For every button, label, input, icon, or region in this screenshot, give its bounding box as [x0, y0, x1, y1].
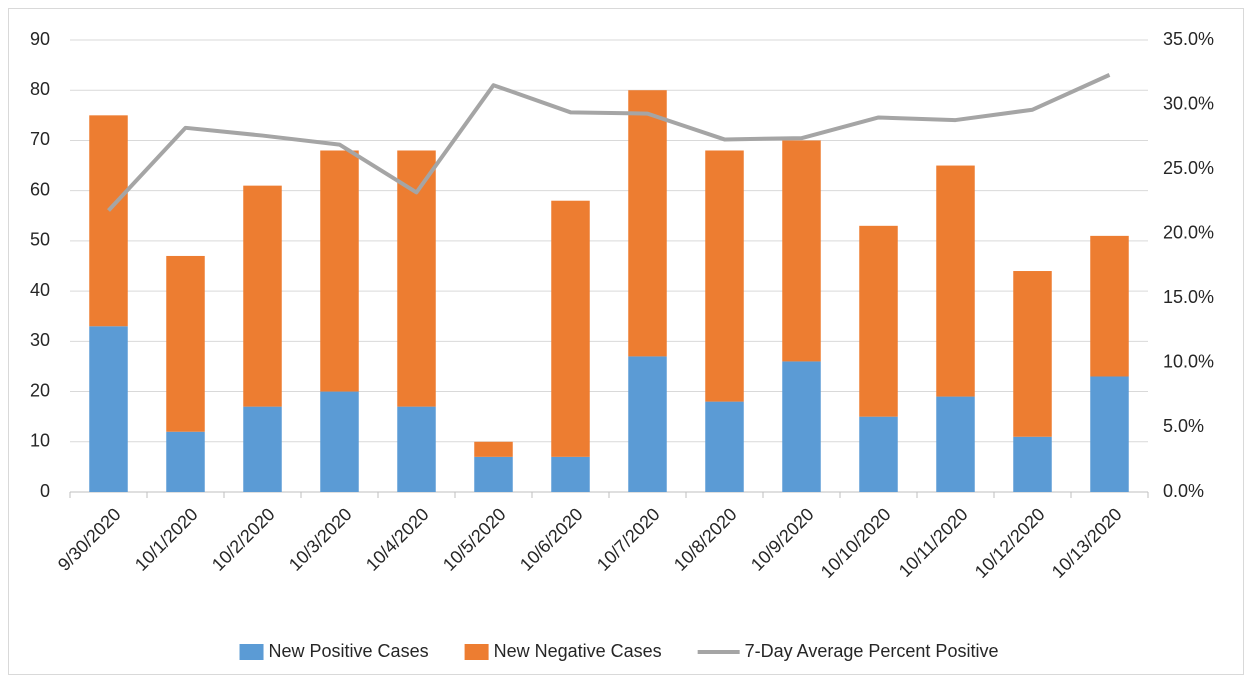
y2-tick-label: 25.0%	[1163, 158, 1214, 178]
bar-segment	[628, 356, 667, 492]
y-tick-label: 50	[30, 230, 50, 250]
y2-tick-label: 5.0%	[1163, 416, 1204, 436]
y-tick-label: 40	[30, 280, 50, 300]
y-tick-label: 20	[30, 380, 50, 400]
y-tick-label: 60	[30, 179, 50, 199]
bar-segment	[551, 200, 590, 457]
bar-segment	[1013, 271, 1052, 437]
bar-segment	[859, 416, 898, 492]
bar-segment	[89, 326, 128, 492]
bar-segment	[628, 90, 667, 357]
legend-label: New Negative Cases	[494, 641, 662, 661]
bar-segment	[936, 396, 975, 492]
bar-segment	[166, 431, 205, 492]
bar-segment	[243, 185, 282, 407]
bar-segment	[397, 150, 436, 407]
y-tick-label: 30	[30, 330, 50, 350]
y2-tick-label: 15.0%	[1163, 287, 1214, 307]
bar-segment	[1090, 235, 1129, 377]
y-tick-label: 80	[30, 79, 50, 99]
bar-segment	[782, 361, 821, 492]
y2-tick-label: 0.0%	[1163, 481, 1204, 501]
legend-label: 7-Day Average Percent Positive	[745, 641, 999, 661]
line-series	[107, 73, 1111, 212]
legend-label: New Positive Cases	[269, 641, 429, 661]
y-tick-label: 0	[40, 481, 50, 501]
bar-segment	[474, 441, 513, 457]
y-tick-label: 70	[30, 129, 50, 149]
bar-segment	[1090, 376, 1129, 492]
bar-segment	[782, 140, 821, 362]
bar-segment	[1013, 436, 1052, 492]
bar-segment	[705, 401, 744, 492]
legend-swatch	[239, 644, 264, 660]
bar-segment	[243, 406, 282, 492]
bar-segment	[936, 165, 975, 397]
bar-segment	[859, 225, 898, 417]
bar-segment	[166, 255, 205, 432]
bar-segment	[474, 456, 513, 492]
y-tick-label: 10	[30, 431, 50, 451]
y2-tick-label: 30.0%	[1163, 93, 1214, 113]
bar-segment	[551, 456, 590, 492]
bar-segment	[89, 115, 128, 327]
bar-segment	[320, 150, 359, 392]
y2-tick-label: 20.0%	[1163, 222, 1214, 242]
bar-segment	[705, 150, 744, 402]
y2-tick-label: 35.0%	[1163, 29, 1214, 49]
bar-segment	[320, 391, 359, 492]
y2-tick-label: 10.0%	[1163, 352, 1214, 372]
y-tick-label: 90	[30, 29, 50, 49]
legend-swatch	[464, 644, 489, 660]
bar-segment	[397, 406, 436, 492]
